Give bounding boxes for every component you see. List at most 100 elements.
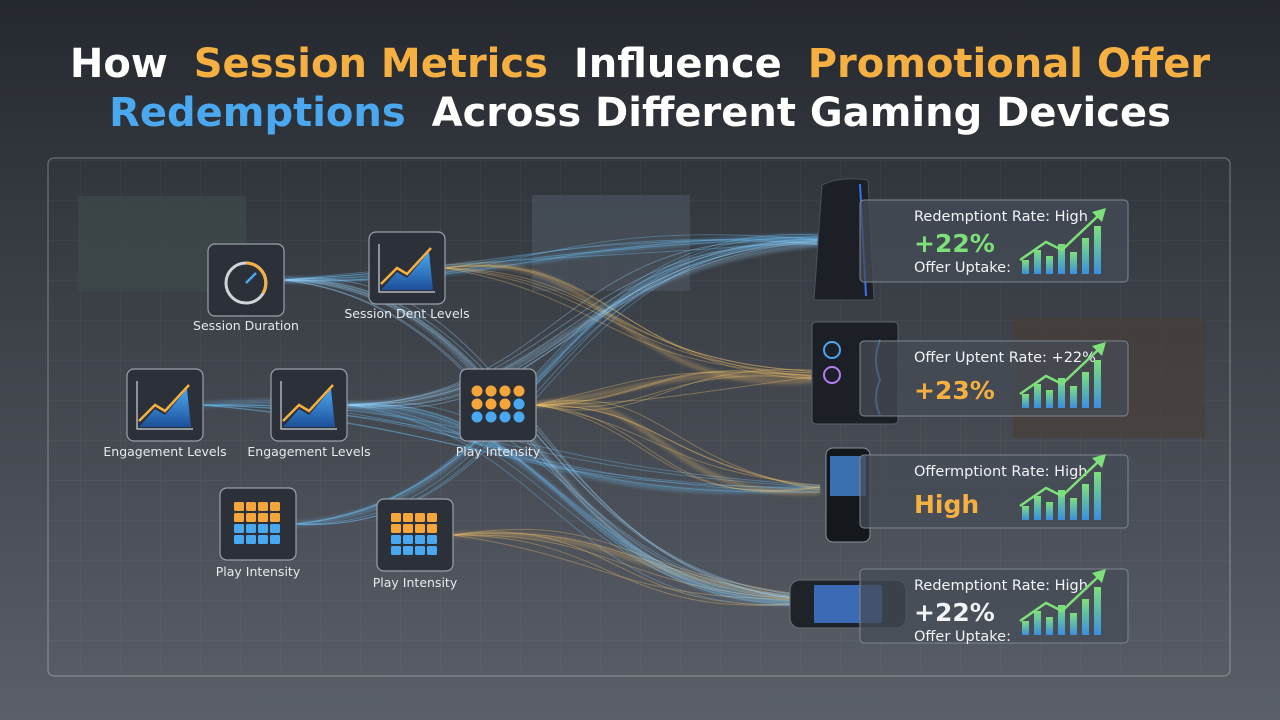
grid-icon [415, 524, 425, 533]
grid-icon [391, 535, 401, 544]
title-part: Redemptions [109, 90, 406, 136]
grid-icon [427, 546, 437, 555]
flow-strand [535, 370, 821, 406]
timer-hand [245, 272, 257, 284]
mini-bar [1058, 244, 1065, 274]
grid-icon [427, 535, 437, 544]
mini-arrow [1092, 342, 1106, 356]
flow-strand [283, 279, 821, 598]
dot-icon [471, 385, 483, 397]
card-value: +22% [914, 598, 995, 627]
flow-strand [452, 534, 821, 601]
chart-icon [283, 389, 335, 427]
mini-trend [1019, 215, 1099, 262]
flow-strand [346, 238, 821, 406]
grid-icon [270, 513, 280, 522]
flow-strand [452, 531, 821, 606]
dot-icon [485, 411, 497, 423]
flow-strand [346, 241, 821, 406]
flow-strand [346, 242, 821, 407]
dot-icon [513, 398, 525, 410]
node-label: Play Intensity [373, 575, 458, 590]
grid-icon [234, 524, 244, 533]
mini-arrow [1092, 569, 1106, 583]
flow-strand [346, 240, 821, 406]
grid-icon [258, 535, 268, 544]
mini-bar [1022, 260, 1029, 274]
dot-icon [499, 411, 511, 423]
flow-strand [346, 403, 821, 598]
mini-bar [1034, 611, 1041, 635]
flow-strand [444, 267, 821, 373]
grid-icon [391, 524, 401, 533]
mini-bar [1058, 490, 1065, 520]
flow-strand [452, 532, 821, 602]
dot-icon [485, 398, 497, 410]
chart-trend [138, 384, 190, 422]
mini-bar [1046, 390, 1053, 408]
flow-strand [444, 267, 821, 373]
flow-strand [444, 267, 821, 375]
dot-icon [513, 385, 525, 397]
title-part: Session Metrics [194, 41, 548, 87]
node-box [376, 498, 454, 572]
grid-icon [415, 546, 425, 555]
node-box [459, 368, 537, 442]
flow-strand [346, 242, 821, 409]
grid-icon [415, 535, 425, 544]
grid-icon [258, 513, 268, 522]
node-label: Play Intensity [216, 564, 301, 579]
flow-strand [535, 373, 821, 407]
mini-trend [1019, 349, 1099, 396]
metric-nodes: Session Duration Session Dent Levels Engag… [103, 231, 541, 590]
mini-bar [1070, 498, 1077, 520]
flow-strand [535, 404, 821, 490]
grid-icon [403, 524, 413, 533]
grid-icon [270, 524, 280, 533]
node-label: Engagement Levels [103, 444, 226, 459]
mini-bar [1022, 394, 1029, 408]
grid-icon [234, 535, 244, 544]
mini-bar [1082, 238, 1089, 274]
grid-icon [391, 513, 401, 522]
flow-strand [283, 279, 821, 596]
grid-icon [270, 502, 280, 511]
flow-strand [535, 404, 821, 492]
chart-icon [139, 389, 191, 427]
grid-icon [234, 513, 244, 522]
title-part: Promotional Offer [808, 41, 1211, 87]
flow-strand [452, 534, 821, 606]
grid-icon [403, 513, 413, 522]
flow-strand [452, 532, 821, 606]
mini-trend [1019, 576, 1099, 623]
chart-axis [378, 244, 435, 293]
dot-icon [499, 398, 511, 410]
flow-strand [452, 528, 821, 598]
flow-strand [444, 264, 821, 381]
node-label: Play Intensity [456, 444, 541, 459]
grid-icon [415, 513, 425, 522]
mini-bar [1034, 496, 1041, 520]
grid-icon [270, 535, 280, 544]
node-box [126, 368, 204, 442]
node-box [219, 487, 297, 561]
chart-axis [280, 381, 337, 430]
grid-icon [258, 524, 268, 533]
mini-bar [1082, 484, 1089, 520]
flow-strand [535, 404, 821, 489]
node-label: Session Dent Levels [344, 306, 469, 321]
card-value: High [914, 490, 979, 519]
flow-strand [535, 401, 821, 495]
flow-strand [535, 404, 821, 492]
grid-icon [246, 535, 256, 544]
chart-trend [380, 247, 432, 285]
flow-strand [535, 371, 821, 406]
flow-strand [346, 239, 821, 407]
chart-icon [381, 252, 433, 290]
mini-bar [1034, 250, 1041, 274]
flow-strand [346, 403, 821, 605]
flow-strand [535, 370, 821, 406]
flow-strand [535, 399, 821, 491]
card-rate: Redemptiont Rate: High [914, 209, 1088, 225]
mini-bar [1046, 256, 1053, 274]
